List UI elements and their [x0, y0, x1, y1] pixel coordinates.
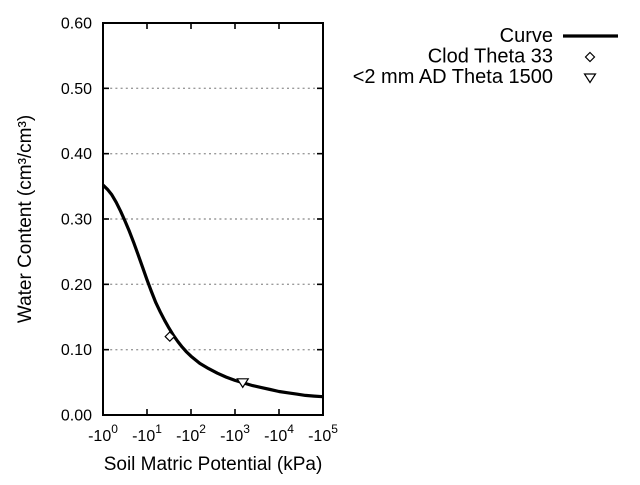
data-point-markers	[164, 331, 250, 389]
legend-triangle-down-icon	[583, 73, 597, 84]
x-axis-title: Soil Matric Potential (kPa)	[104, 454, 323, 475]
curve-line	[101, 183, 324, 399]
ad-theta-1500-marker	[236, 378, 250, 389]
legend-label-clod-theta-33: Clod Theta 33	[428, 46, 553, 68]
clod-theta-33-marker	[164, 331, 176, 343]
y-tick-label: 0.10	[61, 342, 92, 359]
plot-border	[102, 22, 324, 416]
y-axis-title: Water Content (cm³/cm³)	[15, 115, 36, 323]
x-tick-label: -105	[308, 422, 338, 445]
legend: Curve Clod Theta 33 <2 mm AD Theta 1500	[353, 25, 618, 88]
x-tick-label: -100	[88, 422, 118, 445]
x-tick-label: -102	[176, 422, 206, 445]
legend-label-curve: Curve	[500, 25, 553, 47]
x-tick-labels: -100 -101 -102 -103 -104 -105	[88, 422, 338, 445]
y-tick-labels: 0.60 0.50 0.40 0.30 0.20 0.10 0.00	[61, 16, 92, 425]
x-tick-label: -101	[132, 422, 162, 445]
legend-label-2mm-ad-theta-1500: <2 mm AD Theta 1500	[353, 66, 553, 88]
x-tick-label: -103	[220, 422, 250, 445]
y-tick-label: 0.20	[61, 277, 92, 294]
axis-tick-marks	[103, 22, 323, 416]
legend-diamond-icon	[584, 51, 596, 63]
y-tick-label: 0.60	[61, 16, 92, 33]
y-tick-label: 0.40	[61, 146, 92, 163]
gridlines	[105, 87, 321, 351]
y-tick-label: 0.50	[61, 81, 92, 98]
y-tick-label: 0.00	[61, 408, 92, 425]
y-tick-label: 0.30	[61, 212, 92, 229]
x-tick-label: -104	[264, 422, 294, 445]
